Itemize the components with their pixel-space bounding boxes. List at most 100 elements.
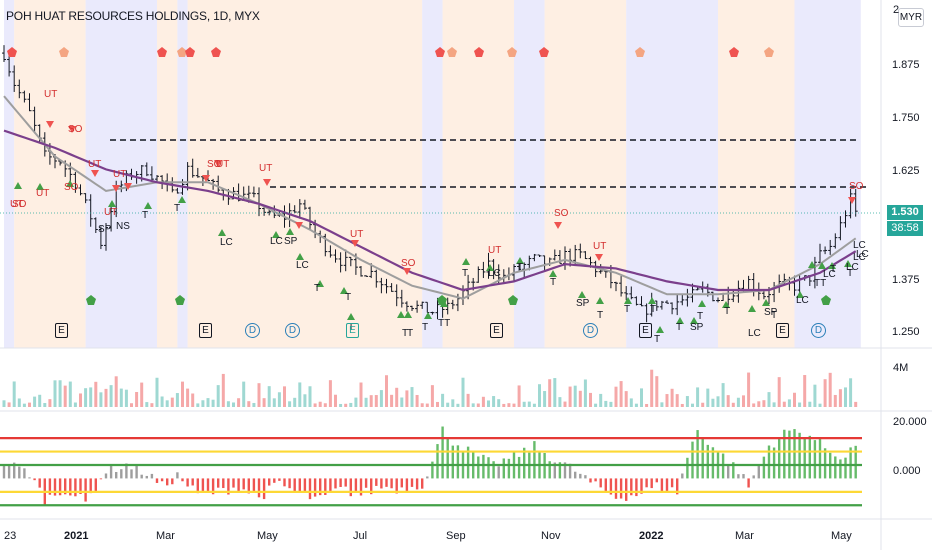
oscillator-bar	[844, 457, 847, 479]
oscillator-bar	[74, 478, 77, 497]
oscillator-bar	[594, 478, 597, 482]
oscillator-bar	[691, 441, 694, 479]
signal-label: T	[348, 322, 355, 333]
oscillator-bar	[660, 478, 664, 492]
signal-label: T	[422, 322, 429, 333]
volume-bar	[548, 379, 552, 407]
volume-bar	[675, 394, 679, 407]
signal-label: TT	[814, 278, 827, 289]
oscillator-bar	[400, 478, 403, 488]
oscillator-bar	[823, 448, 827, 479]
signal-pentagon	[821, 295, 831, 305]
volume-bar	[680, 403, 684, 407]
volume-bar	[670, 388, 674, 407]
up-triangle-marker	[347, 313, 355, 320]
up-triangle-marker	[796, 291, 804, 298]
earnings-event-marker[interactable]: E	[776, 323, 789, 338]
volume-bar	[155, 377, 159, 407]
earnings-event-marker[interactable]: E	[55, 323, 68, 338]
volume-bar	[186, 388, 190, 407]
oscillator-bar	[288, 478, 291, 489]
oscillator-bar	[303, 478, 307, 493]
oscillator-bar	[788, 430, 791, 479]
zone-band	[794, 0, 861, 348]
dividend-event-marker[interactable]: D	[285, 323, 300, 338]
volume-bar	[833, 394, 837, 407]
volume-bar	[405, 390, 409, 407]
volume-bar	[252, 402, 256, 407]
signal-pentagon	[7, 47, 17, 57]
earnings-event-marker[interactable]: E	[639, 323, 652, 338]
signal-label: T	[847, 268, 854, 279]
volume-bar	[63, 385, 67, 407]
time-tick: Nov	[541, 530, 561, 542]
signal-markers	[7, 47, 856, 333]
oscillator-bar	[665, 478, 669, 492]
oscillator-bar	[676, 478, 679, 495]
volume-bar	[257, 383, 261, 407]
signal-label: UT	[88, 159, 102, 170]
signal-label: T	[550, 277, 557, 288]
earnings-event-marker[interactable]: E	[199, 323, 212, 338]
volume-bar	[359, 382, 363, 407]
volume-bar	[808, 401, 812, 407]
volume-bar	[696, 387, 700, 407]
oscillator-bar	[268, 478, 271, 486]
earnings-event-marker[interactable]: E	[490, 323, 503, 338]
oscillator-bar	[370, 478, 373, 495]
dividend-event-marker[interactable]: D	[245, 323, 260, 338]
oscillator-bar	[421, 478, 424, 489]
volume-bar	[318, 401, 322, 407]
time-tick: May	[831, 530, 852, 542]
oscillator-bar	[670, 478, 674, 488]
dividend-event-marker[interactable]: D	[583, 323, 598, 338]
up-triangle-marker	[722, 301, 730, 308]
earnings-event-marker[interactable]: E	[346, 323, 359, 338]
oscillator-bar	[574, 471, 577, 479]
oscillator-bar	[115, 471, 118, 479]
volume-bar	[543, 391, 547, 407]
volume-bar	[701, 402, 705, 407]
oscillator-bar	[706, 444, 709, 479]
oscillator-bar	[466, 446, 470, 479]
up-triangle-marker	[549, 270, 557, 277]
oscillator-bar	[589, 478, 592, 483]
volume-bar	[640, 388, 643, 407]
time-tick: 23	[4, 530, 17, 542]
oscillator-bar	[283, 478, 286, 487]
oscillator-bar	[64, 478, 67, 495]
volume-bar	[849, 378, 853, 407]
signal-label: UT	[216, 159, 230, 170]
volume-bar	[140, 382, 144, 407]
volume-bar	[33, 396, 37, 407]
volume-bar	[420, 403, 424, 407]
volume-bar	[369, 395, 373, 407]
signal-label: SP	[690, 322, 704, 333]
dividend-event-marker[interactable]: D	[811, 323, 826, 338]
oscillator-bar	[553, 462, 556, 479]
oscillator-bar	[155, 478, 159, 483]
volume-bar	[73, 402, 77, 407]
volume-bar	[349, 402, 353, 407]
signal-pentagon	[211, 47, 221, 57]
oscillator-bar	[415, 478, 419, 490]
volume-bar	[583, 379, 587, 407]
volume-bar	[854, 401, 858, 407]
volume-bar	[558, 397, 562, 407]
volume-bar	[793, 392, 796, 407]
volume-bar	[589, 392, 592, 407]
volume-bar	[425, 403, 429, 407]
signal-label: UT	[593, 241, 607, 252]
volume-bar	[415, 394, 419, 407]
volume-bar	[232, 402, 235, 407]
oscillator-bar	[487, 457, 490, 479]
volume-bar	[237, 398, 241, 407]
volume-bar	[226, 401, 230, 407]
volume-bar	[844, 387, 847, 407]
signal-label: T	[624, 304, 631, 315]
signal-label: UT	[488, 245, 502, 256]
currency-button[interactable]: MYR	[898, 8, 924, 27]
signal-label: T	[771, 310, 778, 321]
oscillator-bar	[237, 478, 240, 492]
